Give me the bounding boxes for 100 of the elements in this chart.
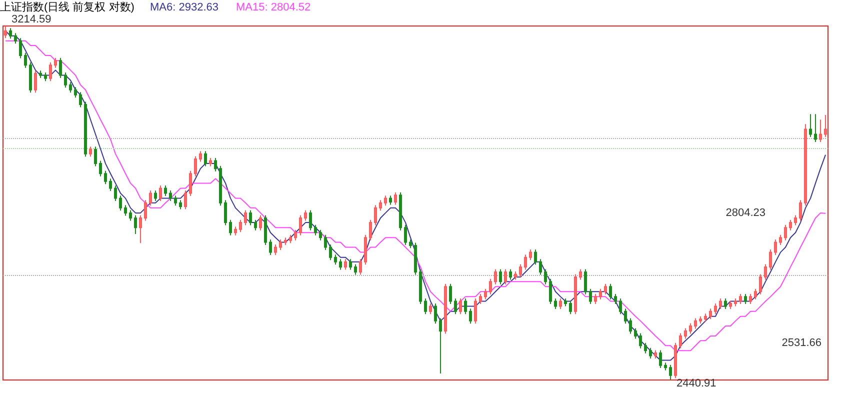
- candlestick: [139, 214, 142, 244]
- candlestick: [114, 185, 117, 202]
- candlestick: [224, 200, 227, 226]
- candlestick: [544, 268, 547, 285]
- candlestick: [724, 298, 727, 310]
- candlestick: [84, 101, 87, 158]
- candlestick: [324, 234, 327, 251]
- candlestick: [644, 342, 647, 354]
- candlestick: [474, 298, 477, 324]
- candlestick: [309, 210, 312, 231]
- candlestick: [819, 119, 822, 143]
- candlestick: [254, 219, 257, 231]
- candlestick: [259, 214, 262, 231]
- candlestick: [204, 150, 207, 167]
- candlestick: [609, 283, 612, 300]
- candlestick: [274, 244, 277, 256]
- candlestick: [804, 124, 807, 206]
- candlestick: [104, 170, 107, 185]
- candlestick: [9, 28, 12, 40]
- candlestick: [409, 238, 412, 249]
- candlestick: [294, 229, 297, 241]
- candlestick: [389, 195, 392, 206]
- candlestick: [304, 210, 307, 222]
- candlestick: [339, 258, 342, 270]
- candlestick: [684, 328, 687, 340]
- candlestick: [769, 249, 772, 270]
- candlestick: [749, 293, 752, 305]
- candlestick: [284, 237, 287, 246]
- candlestick: [214, 158, 217, 172]
- candlestick: [659, 350, 662, 369]
- candlestick: [194, 156, 197, 177]
- candlestick: [424, 298, 427, 315]
- candlestick: [529, 249, 532, 261]
- candlestick: [79, 92, 82, 108]
- candlestick: [639, 332, 642, 349]
- candlestick: [234, 226, 237, 236]
- candlestick: [279, 238, 282, 251]
- candlestick: [289, 234, 292, 244]
- annotation: 2531.66: [782, 337, 822, 350]
- candlestick: [469, 308, 472, 324]
- candlestick: [744, 293, 747, 305]
- candlestick: [184, 190, 187, 210]
- candlestick: [174, 195, 177, 206]
- candlestick: [784, 224, 787, 241]
- candlestick: [249, 210, 252, 226]
- candlestick: [444, 283, 447, 334]
- candlestick: [464, 298, 467, 315]
- candlestick: [29, 62, 32, 94]
- candlestick: [239, 219, 242, 233]
- candlestick: [564, 298, 567, 307]
- candlestick: [739, 293, 742, 305]
- text: MA15: 2804.52: [236, 2, 311, 14]
- candlestick: [524, 254, 527, 270]
- candlestick: [334, 254, 337, 266]
- candlestick: [89, 146, 92, 158]
- candlestick: [674, 342, 677, 379]
- candlestick: [479, 293, 482, 305]
- candlestick: [489, 278, 492, 295]
- candlestick: [664, 362, 667, 371]
- candlestick: [119, 195, 122, 212]
- candlestick: [534, 249, 537, 266]
- candlestick: [629, 318, 632, 334]
- candlestick: [159, 185, 162, 202]
- candlestick: [759, 274, 762, 295]
- candlestick: [419, 268, 422, 305]
- candlestick: [439, 318, 442, 374]
- candlestick: [709, 308, 712, 320]
- candlestick: [634, 328, 637, 340]
- candlestick: [219, 165, 222, 206]
- candlestick: [539, 258, 542, 276]
- candlestick: [229, 219, 232, 236]
- candlestick: [74, 86, 77, 98]
- candlestick: [44, 72, 47, 82]
- candlestick: [269, 238, 272, 256]
- candlestick: [614, 293, 617, 305]
- candlestick: [519, 264, 522, 278]
- candlestick: [109, 178, 112, 192]
- candlestick: [589, 288, 592, 305]
- candlestick: [774, 238, 777, 256]
- candlestick: [64, 72, 67, 88]
- candlestick: [364, 234, 367, 266]
- candlestick: [319, 229, 322, 241]
- candlestick: [604, 283, 607, 295]
- candlestick: [454, 298, 457, 315]
- text: 3214.59: [12, 14, 52, 26]
- candlestick: [514, 271, 517, 280]
- candlestick: [244, 210, 247, 226]
- candlestick: [809, 114, 812, 138]
- candlestick: [24, 52, 27, 68]
- candlestick: [719, 298, 722, 310]
- candlestick: [379, 200, 382, 212]
- candlestick: [164, 185, 167, 197]
- candlestick: [754, 288, 757, 300]
- candlestick: [669, 364, 672, 380]
- candlestick: [434, 303, 437, 324]
- candlestick: [559, 298, 562, 310]
- candlestick: [824, 114, 827, 138]
- candlestick: [509, 268, 512, 280]
- candlestick: [734, 298, 737, 307]
- candlestick: [384, 195, 387, 206]
